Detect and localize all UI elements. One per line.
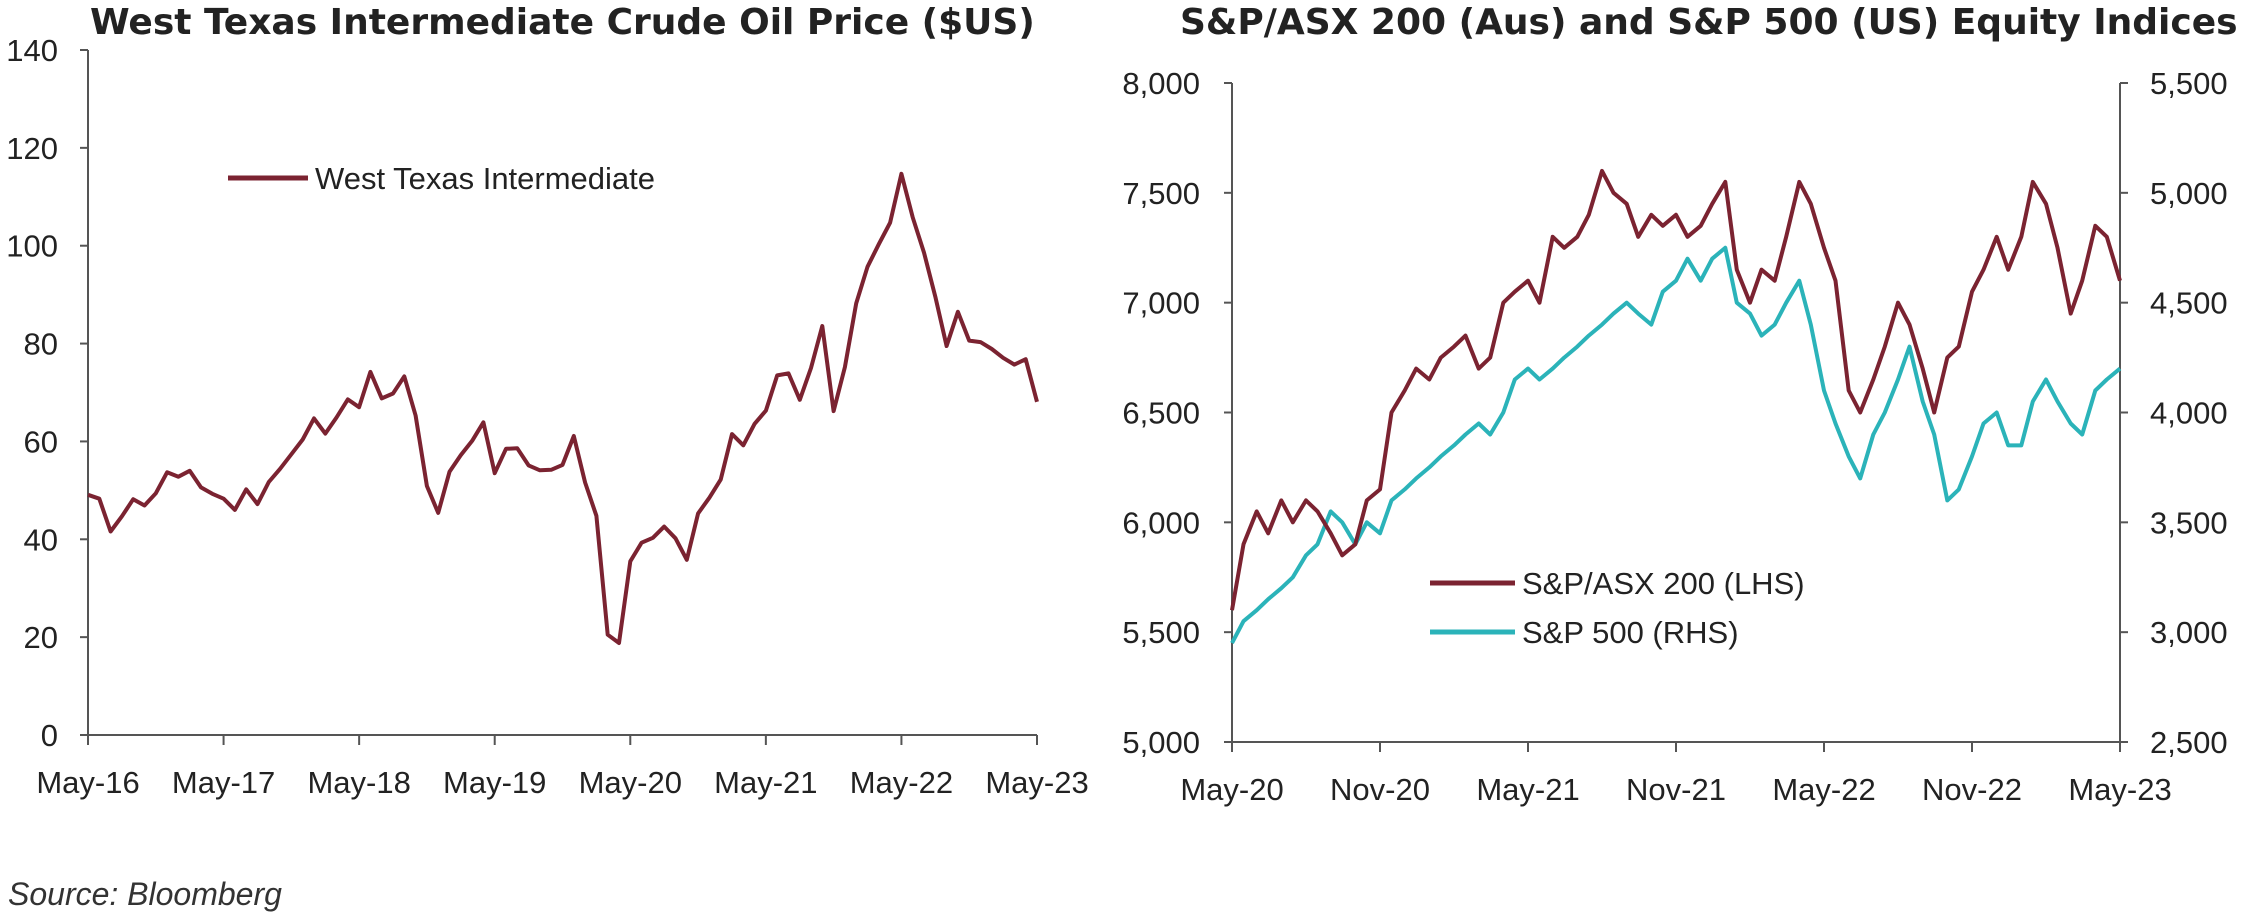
y-tick-label-right-equity: 4,500 <box>2150 286 2228 321</box>
x-tick-label-equity: Nov-22 <box>1922 772 2022 807</box>
y-tick-label-wti: 140 <box>6 33 58 68</box>
legend-label-spx: S&P 500 (RHS) <box>1522 615 1739 650</box>
y-tick-label-left-equity: 8,000 <box>1122 66 1200 101</box>
y-tick-label-left-equity: 5,500 <box>1122 615 1200 650</box>
x-tick-label-wti: May-16 <box>36 765 139 800</box>
y-tick-label-right-equity: 5,000 <box>2150 176 2228 211</box>
y-tick-label-right-equity: 4,000 <box>2150 396 2228 431</box>
x-tick-label-equity: May-21 <box>1476 772 1579 807</box>
x-tick-label-wti: May-21 <box>714 765 817 800</box>
y-tick-label-right-equity: 3,500 <box>2150 505 2228 540</box>
y-tick-label-left-equity: 5,000 <box>1122 725 1200 760</box>
y-tick-label-wti: 60 <box>24 424 58 459</box>
x-tick-label-equity: May-22 <box>1772 772 1875 807</box>
y-tick-label-right-equity: 2,500 <box>2150 725 2228 760</box>
chart-title-wti: West Texas Intermediate Crude Oil Price … <box>90 2 1035 43</box>
x-tick-label-equity: May-23 <box>2068 772 2171 807</box>
x-tick-label-wti: May-20 <box>579 765 682 800</box>
y-tick-label-right-equity: 3,000 <box>2150 615 2228 650</box>
legend-label-asx: S&P/ASX 200 (LHS) <box>1522 566 1805 601</box>
y-tick-label-left-equity: 7,000 <box>1122 286 1200 321</box>
x-tick-label-wti: May-19 <box>443 765 546 800</box>
x-tick-label-equity: Nov-21 <box>1626 772 1726 807</box>
x-tick-label-wti: May-22 <box>850 765 953 800</box>
y-tick-label-left-equity: 6,000 <box>1122 505 1200 540</box>
y-tick-label-wti: 20 <box>24 620 58 655</box>
x-tick-label-wti: May-23 <box>985 765 1088 800</box>
y-tick-label-left-equity: 7,500 <box>1122 176 1200 211</box>
x-tick-label-equity: May-20 <box>1180 772 1283 807</box>
x-tick-label-wti: May-18 <box>307 765 410 800</box>
source-note: Source: Bloomberg <box>8 876 282 912</box>
y-tick-label-wti: 40 <box>24 522 58 557</box>
y-tick-label-left-equity: 6,500 <box>1122 396 1200 431</box>
y-tick-label-wti: 80 <box>24 327 58 362</box>
y-tick-label-wti: 0 <box>41 718 58 753</box>
chart-title-equity: S&P/ASX 200 (Aus) and S&P 500 (US) Equit… <box>1180 2 2238 43</box>
series-line-asx <box>1230 168 2122 611</box>
y-tick-label-wti: 120 <box>6 131 58 166</box>
legend-label-wti: West Texas Intermediate <box>315 161 655 196</box>
x-tick-label-equity: Nov-20 <box>1330 772 1430 807</box>
y-tick-label-wti: 100 <box>6 229 58 264</box>
series-line-wti <box>87 171 1039 645</box>
series-line-spx <box>1230 245 2122 645</box>
y-tick-label-right-equity: 5,500 <box>2150 66 2228 101</box>
x-tick-label-wti: May-17 <box>172 765 275 800</box>
